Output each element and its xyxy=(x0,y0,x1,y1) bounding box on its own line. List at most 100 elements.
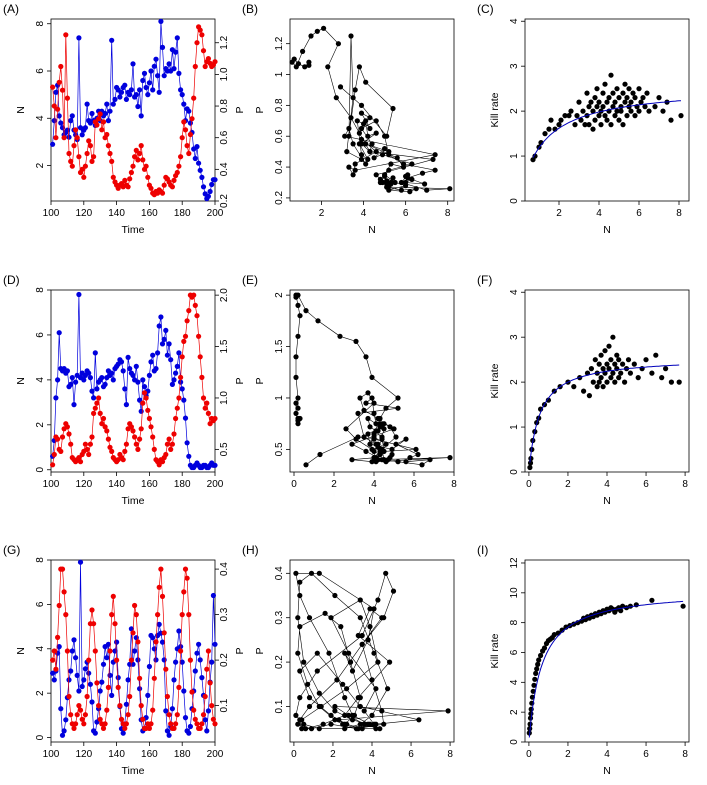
point-n xyxy=(143,84,149,91)
point-n xyxy=(150,352,156,358)
x-tick-label: 4 xyxy=(361,208,367,219)
point-n xyxy=(104,101,110,107)
point-p xyxy=(123,721,129,727)
panel-b: (B) 2 4 6 8 0.2 0.4 0.6 0.8 1 1.2 N P xyxy=(242,2,455,236)
point-p xyxy=(53,666,59,672)
x-axis-label: Time xyxy=(122,495,145,507)
point-n xyxy=(166,732,172,738)
phase-point xyxy=(346,712,352,719)
point-p xyxy=(140,400,146,406)
phase-point xyxy=(395,459,401,465)
point-p xyxy=(59,566,66,572)
y-tick-label: 6 xyxy=(35,68,46,74)
point-p xyxy=(174,169,180,176)
phase-point xyxy=(405,175,411,181)
point-p xyxy=(178,374,184,380)
phase-point xyxy=(356,130,362,136)
point-n xyxy=(79,132,85,138)
phase-point xyxy=(301,659,307,665)
phase-point xyxy=(382,133,388,139)
phase-point xyxy=(377,179,383,186)
point-p xyxy=(74,135,80,141)
kill-rate-point xyxy=(612,113,618,119)
point-p xyxy=(68,712,74,718)
phase-point xyxy=(388,181,394,187)
phase-point xyxy=(375,444,381,450)
point-p xyxy=(81,174,87,180)
point-p xyxy=(159,190,166,196)
series-line-p xyxy=(52,25,216,196)
phase-point xyxy=(353,338,359,344)
phase-point xyxy=(400,161,407,167)
point-p xyxy=(94,122,100,128)
panel-label: (G) xyxy=(3,543,20,557)
phase-point xyxy=(365,156,371,162)
phase-point xyxy=(365,431,371,437)
y-right-tick-label: 1.0 xyxy=(219,391,230,405)
point-n xyxy=(145,92,151,98)
phase-point xyxy=(318,703,324,710)
point-p xyxy=(84,446,90,452)
point-p xyxy=(109,612,115,618)
point-n xyxy=(164,352,170,358)
point-p xyxy=(176,684,182,691)
phase-point xyxy=(375,659,381,665)
phase-point xyxy=(367,115,373,121)
y-tick-label: 0 xyxy=(509,198,520,204)
phase-point xyxy=(383,405,389,411)
point-p xyxy=(197,725,203,732)
y-tick-label: 0 xyxy=(35,467,46,473)
point-n xyxy=(56,330,62,336)
y-axis-label: N xyxy=(15,106,27,114)
y-axis-label: Kill rate xyxy=(489,363,501,398)
y-right-axis-label: P xyxy=(234,647,246,654)
phase-point xyxy=(340,681,346,687)
point-p xyxy=(100,119,107,125)
point-p xyxy=(127,176,133,182)
kill-rate-point xyxy=(563,624,569,630)
point-p xyxy=(79,716,85,722)
point-p xyxy=(192,716,198,722)
phase-point xyxy=(381,421,387,427)
point-p xyxy=(176,163,182,169)
point-n xyxy=(135,379,141,385)
phase-point xyxy=(427,457,433,463)
point-n xyxy=(169,381,175,387)
point-p xyxy=(171,177,177,183)
point-n xyxy=(181,688,187,694)
phase-point xyxy=(348,33,354,39)
plot-frame xyxy=(289,18,455,202)
point-p xyxy=(123,441,129,447)
point-p xyxy=(59,434,66,440)
point-p xyxy=(94,680,100,686)
y-tick-label: 2 xyxy=(509,108,520,114)
point-n xyxy=(169,706,175,712)
point-p xyxy=(197,27,203,33)
x-tick-label: 0 xyxy=(526,749,532,760)
kill-rate-point xyxy=(600,366,606,372)
kill-rate-point xyxy=(668,379,675,385)
point-p xyxy=(130,428,136,434)
point-p xyxy=(96,395,102,401)
point-p xyxy=(205,648,211,654)
point-p xyxy=(191,95,197,101)
point-p xyxy=(133,441,139,447)
y-tick-label: 0.2 xyxy=(274,191,285,205)
panel-label: (F) xyxy=(477,273,492,287)
point-p xyxy=(133,147,139,153)
point-n xyxy=(159,44,166,51)
point-p xyxy=(178,648,184,654)
phase-point xyxy=(393,434,399,440)
kill-rate-point xyxy=(643,357,649,363)
phase-point xyxy=(394,155,400,161)
point-p xyxy=(179,354,185,360)
kill-rate-point xyxy=(632,113,638,119)
point-p xyxy=(53,135,59,141)
y-right-tick-label: 0.5 xyxy=(219,442,230,456)
y-tick-label: 4 xyxy=(509,679,520,685)
point-p xyxy=(92,648,98,654)
point-n xyxy=(120,730,126,736)
point-p xyxy=(120,457,126,463)
phase-point xyxy=(346,164,352,170)
y-right-tick-label: 1.0 xyxy=(219,67,230,81)
